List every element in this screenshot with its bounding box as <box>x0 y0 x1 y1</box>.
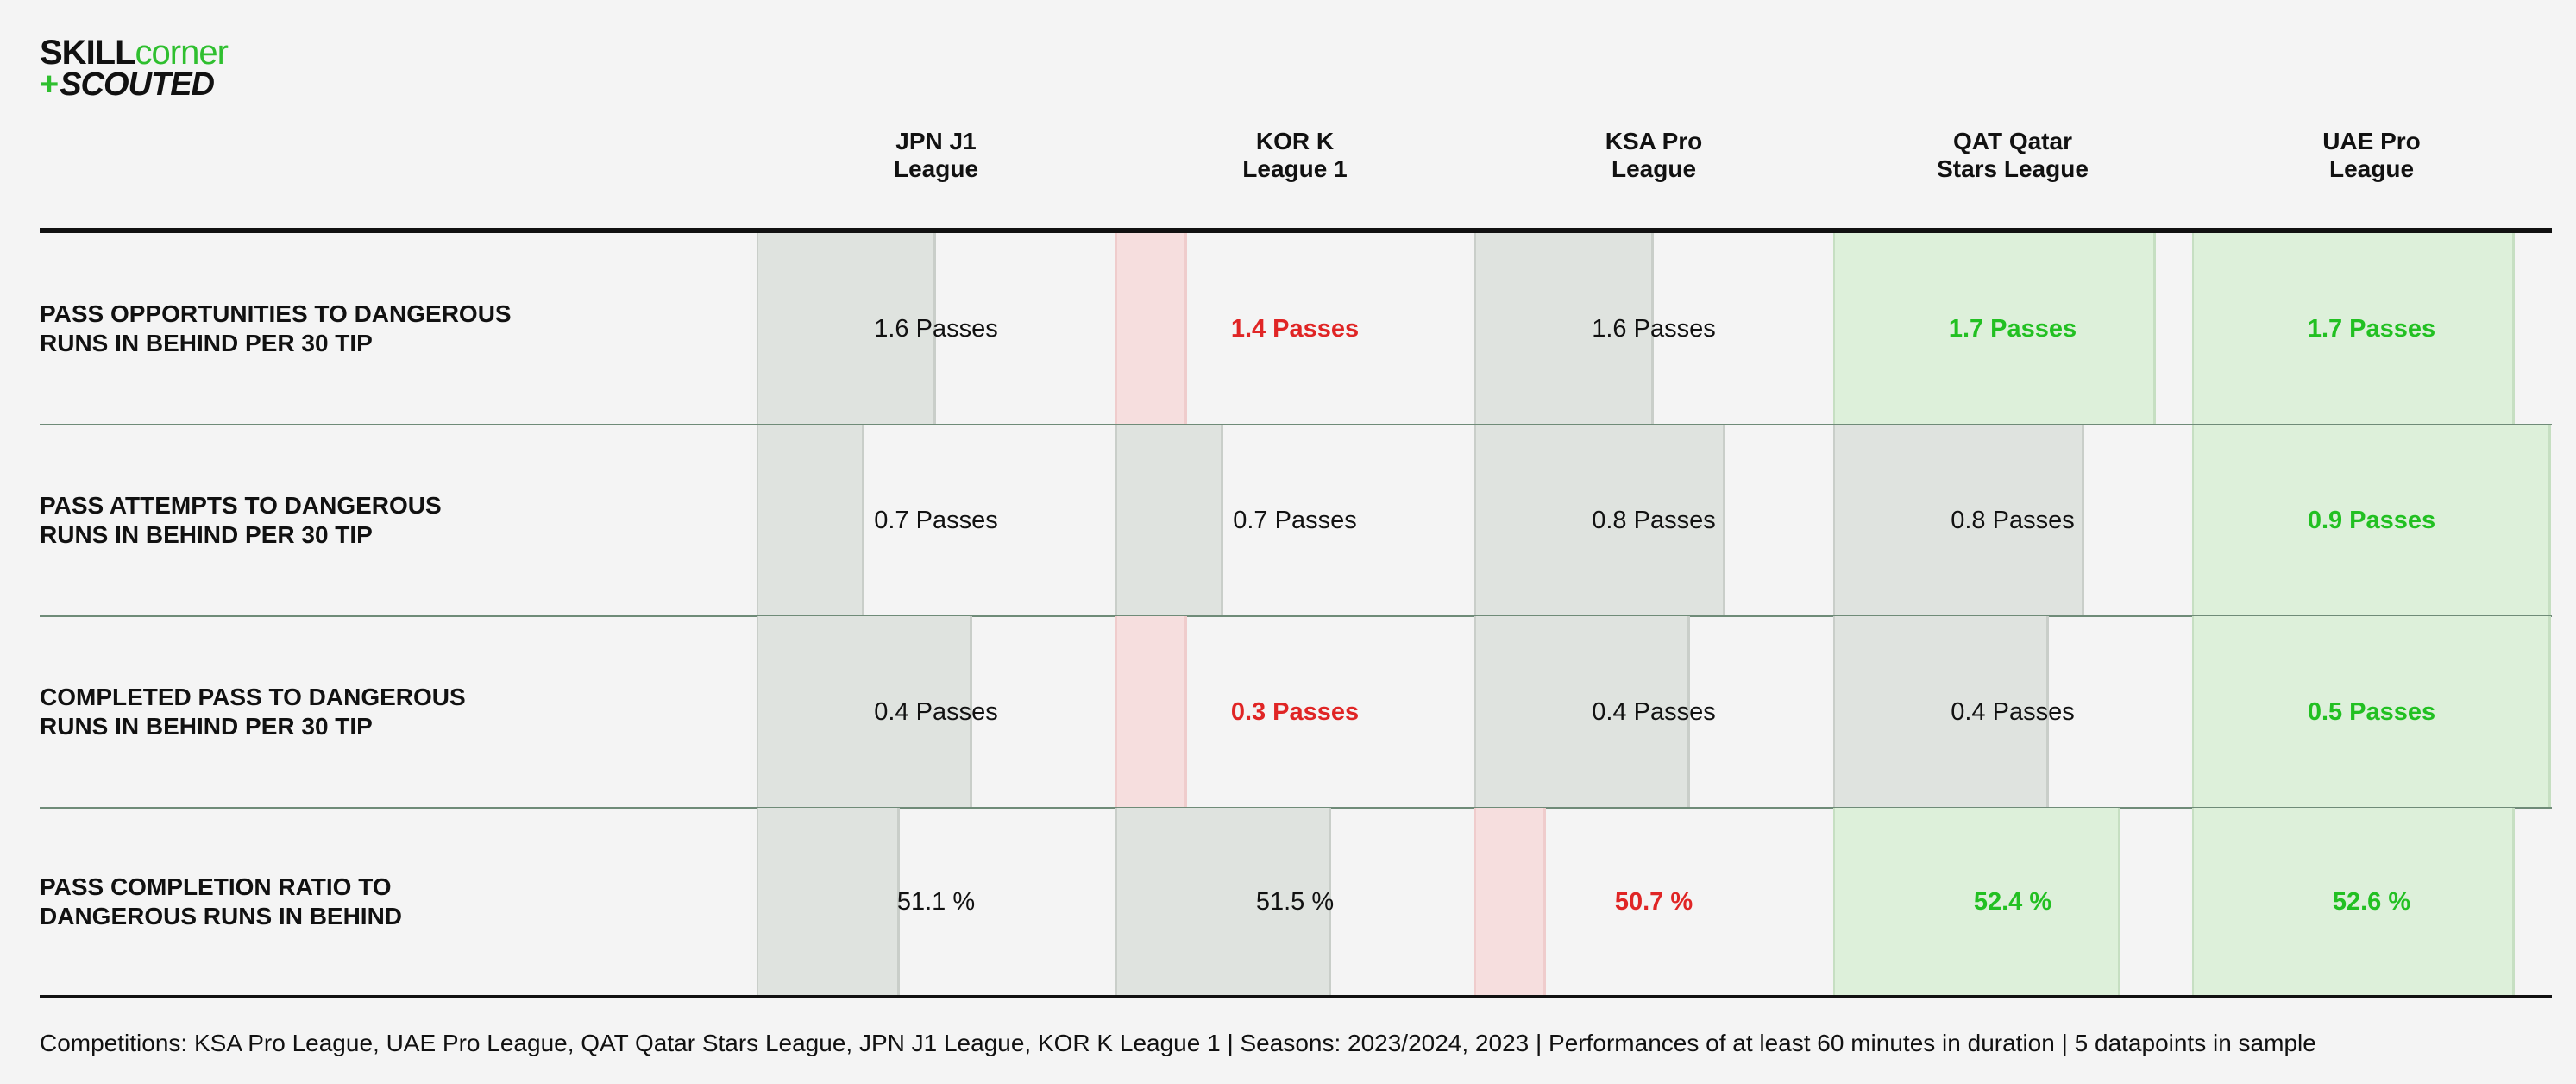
bar-row3-col4 <box>2192 808 2515 995</box>
logo-plus-icon: + <box>40 66 59 103</box>
value-label-row0-col3: 1.7 Passes <box>1948 315 2077 343</box>
bar-row1-col0 <box>757 425 864 616</box>
value-label-row1-col1: 0.7 Passes <box>1233 507 1357 534</box>
logo-line-scouted: +SCOUTED <box>40 66 215 103</box>
row-label-2: COMPLETED PASS TO DANGEROUS RUNS IN BEHI… <box>40 684 466 740</box>
row-label-3: PASS COMPLETION RATIO TO DANGEROUS RUNS … <box>40 873 403 930</box>
bar-row3-col2 <box>1474 808 1546 995</box>
column-header-2: KSA Pro League <box>1605 128 1703 182</box>
bar-row2-col1 <box>1115 616 1187 808</box>
value-label-row0-col2: 1.6 Passes <box>1592 315 1716 343</box>
value-label-row3-col2: 50.7 % <box>1614 887 1693 916</box>
value-label-row3-col1: 51.5 % <box>1255 887 1335 916</box>
bar-row1-col3 <box>1833 425 2084 616</box>
header-rule <box>40 228 2552 233</box>
bar-row3-col3 <box>1833 808 2120 995</box>
bar-row3-col1 <box>1115 808 1331 995</box>
bar-row3-col0 <box>757 808 900 995</box>
row-separator-0 <box>40 424 2552 425</box>
column-header-4: UAE Pro League <box>2322 128 2421 182</box>
bar-row0-col0 <box>757 233 936 425</box>
bar-row1-col4 <box>2192 425 2551 616</box>
bottom-rule <box>40 995 2552 998</box>
value-label-row3-col3: 52.4 % <box>1973 887 2052 916</box>
value-label-row3-col0: 51.1 % <box>896 887 976 916</box>
logo-skill-text: SKILL <box>40 34 136 72</box>
bar-row0-col1 <box>1115 233 1187 425</box>
column-header-1: KOR K League 1 <box>1242 128 1348 182</box>
footer-note: Competitions: KSA Pro League, UAE Pro Le… <box>40 1030 2316 1056</box>
bar-row1-col1 <box>1115 425 1223 616</box>
skillcorner-scouted-logo: SKILLcorner +SCOUTED <box>40 35 264 104</box>
bar-row1-col2 <box>1474 425 1725 616</box>
logo-corner-text: corner <box>135 34 229 72</box>
value-label-row0-col4: 1.7 Passes <box>2307 315 2436 343</box>
value-label-row2-col1: 0.3 Passes <box>1230 698 1360 726</box>
value-label-row2-col2: 0.4 Passes <box>1592 698 1716 726</box>
value-label-row0-col1: 1.4 Passes <box>1230 315 1360 343</box>
value-label-row2-col4: 0.5 Passes <box>2307 698 2436 726</box>
bar-row2-col3 <box>1833 616 2049 808</box>
value-label-row1-col3: 0.8 Passes <box>1951 507 2075 534</box>
bar-row2-col0 <box>757 616 972 808</box>
value-label-row1-col2: 0.8 Passes <box>1592 507 1716 534</box>
bar-row0-col3 <box>1833 233 2156 425</box>
row-separator-1 <box>40 615 2552 617</box>
value-label-row2-col3: 0.4 Passes <box>1951 698 2075 726</box>
row-label-0: PASS OPPORTUNITIES TO DANGEROUS RUNS IN … <box>40 300 512 356</box>
value-label-row3-col4: 52.6 % <box>2332 887 2411 916</box>
row-label-1: PASS ATTEMPTS TO DANGEROUS RUNS IN BEHIN… <box>40 492 442 548</box>
logo-scouted-text: SCOUTED <box>60 66 215 103</box>
bar-row2-col2 <box>1474 616 1690 808</box>
value-label-row0-col0: 1.6 Passes <box>874 315 998 343</box>
column-header-0: JPN J1 League <box>893 128 979 182</box>
value-label-row1-col0: 0.7 Passes <box>874 507 998 534</box>
value-label-row1-col4: 0.9 Passes <box>2307 507 2436 534</box>
logo-line-skillcorner: SKILLcorner <box>40 34 229 72</box>
bar-row0-col4 <box>2192 233 2515 425</box>
column-header-3: QAT Qatar Stars League <box>1937 128 2089 182</box>
value-label-row2-col0: 0.4 Passes <box>874 698 998 726</box>
bar-row2-col4 <box>2192 616 2551 808</box>
bar-row0-col2 <box>1474 233 1654 425</box>
